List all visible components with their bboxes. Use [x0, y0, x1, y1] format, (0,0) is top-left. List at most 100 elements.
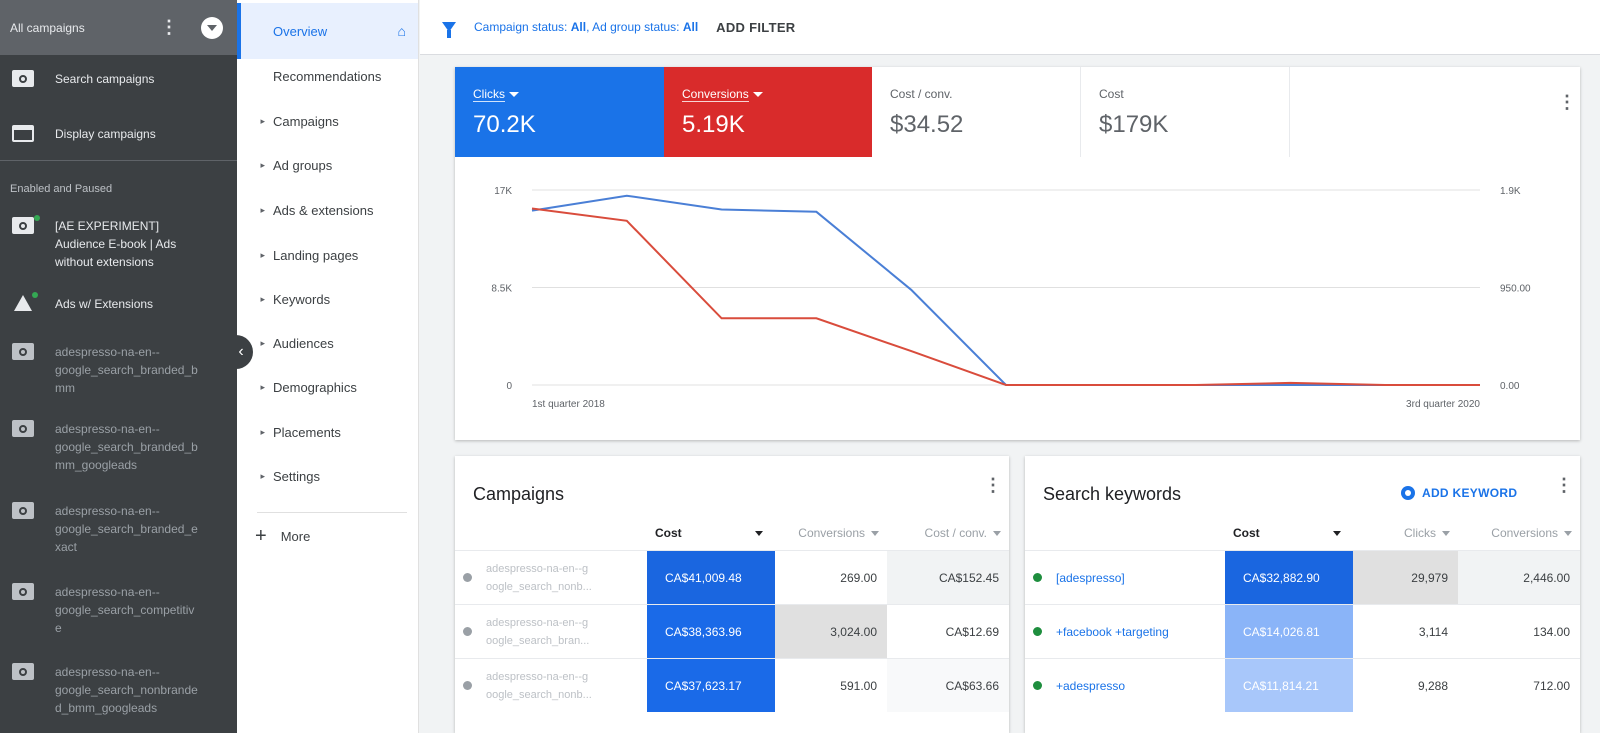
- add-keyword-button[interactable]: ADD KEYWORD: [1401, 486, 1517, 500]
- table-row[interactable]: +facebook +targeting CA$14,026.81 3,114 …: [1025, 604, 1580, 658]
- nav-item-landing-pages[interactable]: ▸ Landing pages: [237, 240, 418, 270]
- plus-icon: +: [255, 525, 267, 547]
- nav-item-label: Overview: [273, 23, 328, 39]
- metric-label: Cost: [1099, 87, 1124, 101]
- column-header-conversions[interactable]: Conversions: [775, 516, 887, 550]
- nav-item-settings[interactable]: ▸ Settings: [237, 461, 418, 491]
- keywords-more-vert-icon[interactable]: ⋮: [1555, 475, 1573, 495]
- column-header-clicks[interactable]: Clicks: [1353, 516, 1458, 550]
- nav-item-label: Audiences: [273, 335, 334, 351]
- nav-item-keywords[interactable]: ▸ Keywords: [237, 284, 418, 314]
- keyword-cell[interactable]: +facebook +targeting: [1025, 605, 1225, 658]
- add-filter-button[interactable]: ADD FILTER: [716, 19, 796, 35]
- home-icon: ⌂: [397, 23, 406, 39]
- table-row[interactable]: +adespresso CA$11,814.21 9,288 712.00: [1025, 658, 1580, 712]
- nav-item-ads-extensions[interactable]: ▸ Ads & extensions: [237, 195, 418, 225]
- cost-per-conv-cell: CA$12.69: [945, 624, 999, 639]
- expand-chevron-icon: ▸: [260, 204, 265, 215]
- enabled-dot-icon: [1033, 681, 1042, 690]
- sidebar-item-search-campaigns[interactable]: Search campaigns: [0, 70, 237, 88]
- campaigns-table-header: Cost Conversions Cost / conv.: [455, 516, 1009, 550]
- chart-more-vert-icon[interactable]: ⋮: [1558, 92, 1576, 112]
- search-campaign-icon: [12, 502, 34, 519]
- sidebar-campaign-competitive[interactable]: adespresso-na-en-- google_search_competi…: [0, 583, 237, 637]
- search-campaign-icon: [12, 70, 34, 87]
- sidebar-divider: [0, 160, 237, 161]
- nav-item-label: Landing pages: [273, 247, 359, 263]
- metric-value: 5.19K: [682, 111, 745, 138]
- nav-more-button[interactable]: + More: [255, 526, 310, 546]
- metric-cost[interactable]: Cost $179K: [1081, 67, 1290, 157]
- cost-per-conv-cell: CA$152.45: [887, 551, 1009, 604]
- campaign-name: [AE EXPERIMENT] Audience E-book | Ads wi…: [55, 219, 177, 269]
- nav-item-demographics[interactable]: ▸ Demographics: [237, 372, 418, 402]
- campaigns-more-vert-icon[interactable]: ⋮: [984, 475, 1002, 495]
- expand-chevron-icon: ▸: [260, 159, 265, 170]
- nav-item-label: Recommendations: [273, 68, 382, 84]
- table-row[interactable]: adespresso-na-en--g oogle_search_nonb... …: [455, 550, 1009, 604]
- sidebar-campaign-branded-bmm-googleads[interactable]: adespresso-na-en-- google_search_branded…: [0, 420, 237, 474]
- campaign-sidebar: All campaigns ⋮ Search campaigns Display…: [0, 0, 237, 733]
- sidebar-campaign-nonbranded-bmm[interactable]: adespresso-na-en-- google_search_nonbran…: [0, 663, 237, 717]
- column-header-cost-per-conv[interactable]: Cost / conv.: [887, 516, 1009, 550]
- sidebar-item-display-campaigns[interactable]: Display campaigns: [0, 125, 237, 143]
- nav-item-campaigns[interactable]: ▸ Campaigns: [237, 106, 418, 136]
- table-row[interactable]: adespresso-na-en--g oogle_search_bran... …: [455, 604, 1009, 658]
- sidebar-campaign-branded-bmm[interactable]: adespresso-na-en-- google_search_branded…: [0, 343, 237, 397]
- enabled-dot: [32, 292, 38, 298]
- nav-item-audiences[interactable]: ▸ Audiences: [237, 328, 418, 358]
- sidebar-item-label: Search campaigns: [55, 72, 155, 86]
- metric-label: Conversions: [682, 87, 749, 102]
- campaign-name: adespresso-na-en-- google_search_nonbran…: [55, 665, 198, 715]
- conversions-cell: 3,024.00: [775, 605, 887, 658]
- table-row[interactable]: adespresso-na-en--g oogle_search_nonb... …: [455, 658, 1009, 712]
- more-vert-icon[interactable]: ⋮: [160, 17, 178, 37]
- experiment-flask-icon: [14, 295, 32, 311]
- enabled-dot-icon: [1033, 627, 1042, 636]
- search-campaign-icon: [12, 420, 34, 437]
- nav-item-recommendations[interactable]: Recommendations: [237, 61, 418, 91]
- status-filter[interactable]: Campaign status: All, Ad group status: A…: [474, 20, 699, 34]
- performance-chart-card: Clicks 70.2K Conversions 5.19K Cost / co…: [455, 67, 1580, 440]
- cost-cell: CA$14,026.81: [1225, 605, 1353, 658]
- sidebar-campaign-ads-extensions[interactable]: Ads w/ Extensions: [0, 292, 237, 313]
- campaign-name-cell[interactable]: adespresso-na-en--g oogle_search_nonb...: [455, 551, 647, 604]
- campaign-name: adespresso-na-en-- google_search_branded…: [55, 422, 198, 472]
- campaign-name-cell[interactable]: adespresso-na-en--g oogle_search_nonb...: [455, 659, 647, 712]
- metric-label: Clicks: [473, 87, 505, 102]
- column-header-cost[interactable]: Cost: [647, 516, 775, 550]
- dropdown-circle-icon[interactable]: [201, 16, 223, 39]
- x-end-label: 3rd quarter 2020: [1406, 399, 1480, 410]
- dropdown-caret-icon: [752, 92, 763, 98]
- nav-item-placements[interactable]: ▸ Placements: [237, 417, 418, 447]
- all-campaigns-title[interactable]: All campaigns: [10, 20, 85, 35]
- sidebar-campaign-ae-experiment[interactable]: [AE EXPERIMENT] Audience E-book | Ads wi…: [0, 215, 237, 271]
- right-tick-label: 1.9K: [1500, 186, 1521, 197]
- keyword-cell[interactable]: [adespresso]: [1025, 551, 1225, 604]
- expand-chevron-icon: ▸: [260, 470, 265, 481]
- column-header-cost[interactable]: Cost: [1225, 516, 1353, 550]
- conversions-cell: 712.00: [1533, 678, 1570, 693]
- metric-clicks[interactable]: Clicks 70.2K: [455, 67, 664, 157]
- campaign-name-cell[interactable]: adespresso-na-en--g oogle_search_bran...: [455, 605, 647, 658]
- table-row[interactable]: [adespresso] CA$32,882.90 29,979 2,446.0…: [1025, 550, 1580, 604]
- add-circle-icon: [1401, 486, 1415, 500]
- nav-item-overview[interactable]: Overview ⌂: [237, 3, 418, 59]
- expand-chevron-icon: ▸: [260, 293, 265, 304]
- metric-cost-per-conv[interactable]: Cost / conv. $34.52: [872, 67, 1081, 157]
- left-tick-label: 0: [506, 381, 512, 392]
- column-header-conversions[interactable]: Conversions: [1458, 516, 1580, 550]
- filter-funnel-icon[interactable]: [442, 22, 456, 38]
- sidebar-item-label: Display campaigns: [55, 127, 156, 141]
- nav-item-label: Placements: [273, 424, 341, 440]
- series-line-conversions: [531, 207, 1480, 386]
- cost-per-conv-cell: CA$63.66: [887, 659, 1009, 712]
- status-dot-icon: [463, 573, 472, 582]
- nav-item-ad-groups[interactable]: ▸ Ad groups: [237, 150, 418, 180]
- metric-conversions[interactable]: Conversions 5.19K: [664, 67, 872, 157]
- collapse-sidebar-chevron-icon[interactable]: ‹: [229, 335, 253, 369]
- clicks-cell: 29,979: [1353, 551, 1458, 604]
- keyword-cell[interactable]: +adespresso: [1025, 659, 1225, 712]
- sidebar-campaign-branded-exact[interactable]: adespresso-na-en-- google_search_branded…: [0, 502, 237, 556]
- search-campaign-icon: [12, 663, 34, 680]
